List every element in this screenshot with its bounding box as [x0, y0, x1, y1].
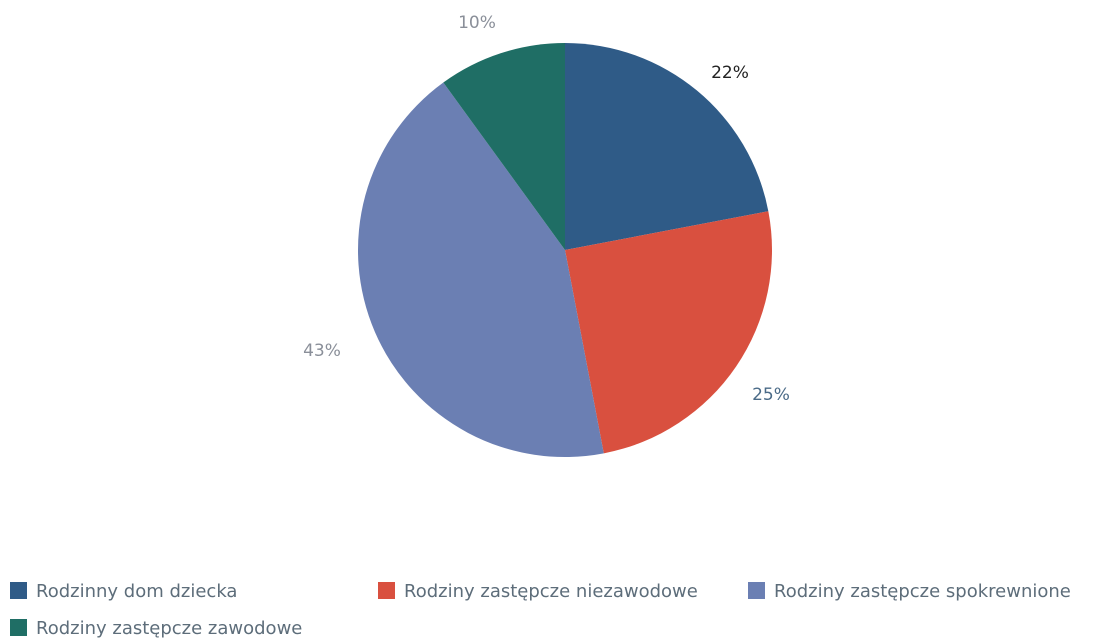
pie-slices — [358, 43, 772, 457]
legend-swatch-4 — [10, 619, 27, 636]
pie-slice-1 — [565, 43, 769, 250]
data-label-1: 22% — [711, 63, 749, 83]
legend-swatch-2 — [378, 582, 395, 599]
data-label-4: 10% — [458, 13, 496, 33]
legend-swatch-3 — [748, 582, 765, 599]
legend-label-4: Rodziny zastępcze zawodowe — [36, 618, 302, 638]
legend-swatch-1 — [10, 582, 27, 599]
pie-slice-4 — [443, 43, 565, 250]
data-label-3: 43% — [303, 341, 341, 361]
pie-data-labels: 22% 25% 43% 10% — [303, 13, 790, 405]
legend: Rodzinny dom dziecka Rodziny zastępcze ni… — [10, 581, 1071, 638]
legend-label-1: Rodzinny dom dziecka — [36, 581, 237, 602]
pie-slice-3 — [358, 82, 604, 457]
data-label-2: 25% — [752, 385, 790, 405]
pie-slice-2 — [565, 211, 772, 454]
legend-label-3: Rodziny zastępcze spokrewnione — [774, 581, 1071, 602]
legend-label-2: Rodziny zastępcze niezawodowe — [404, 581, 698, 602]
